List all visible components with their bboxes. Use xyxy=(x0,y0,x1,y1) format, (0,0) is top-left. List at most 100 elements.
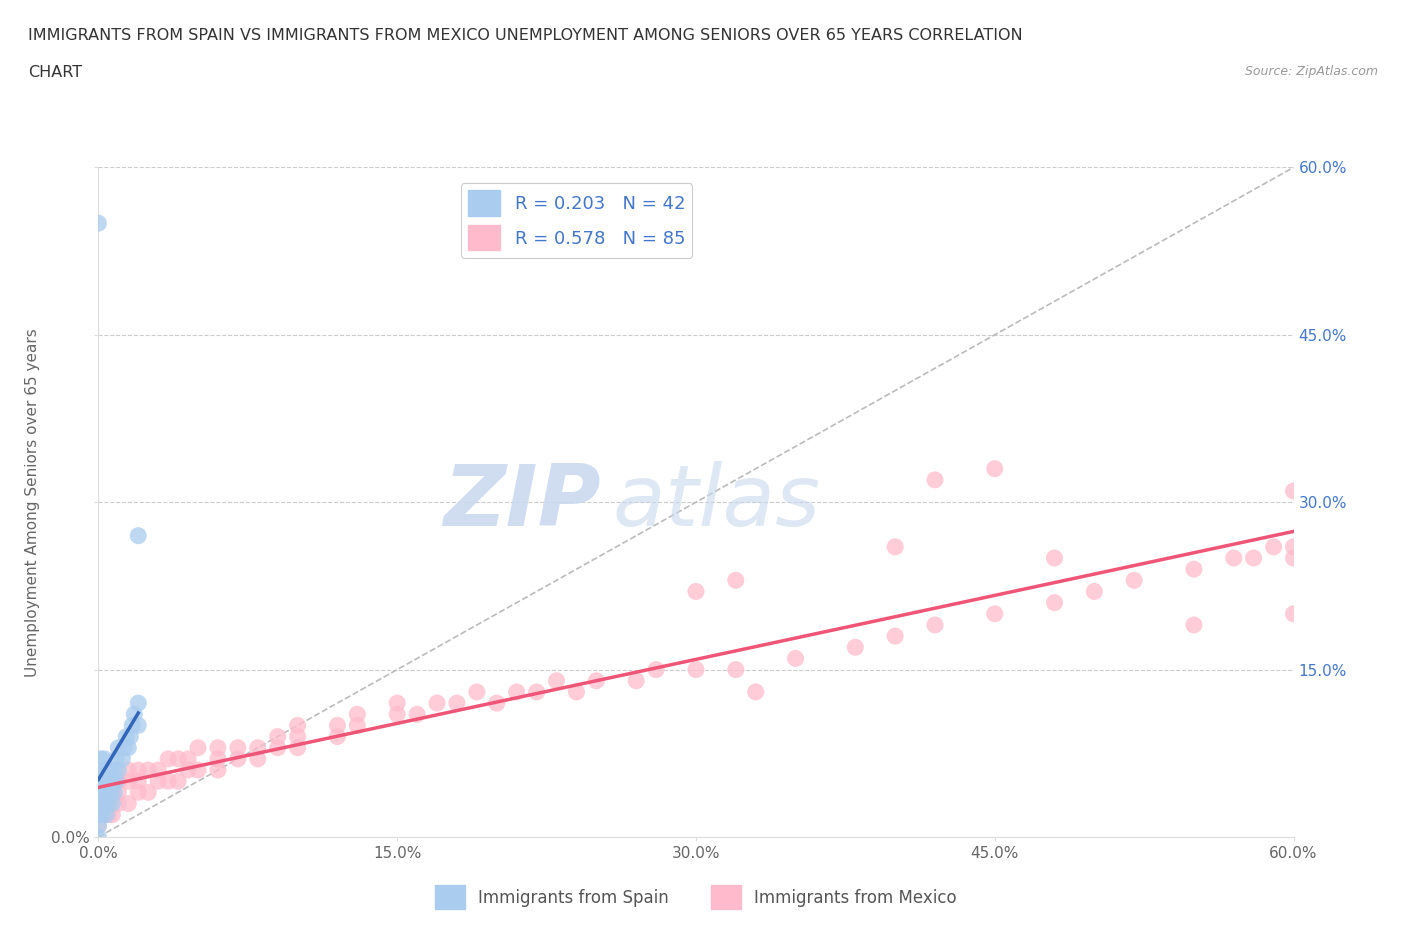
Point xyxy=(326,718,349,733)
Point xyxy=(148,774,170,789)
Point xyxy=(93,796,115,811)
Point xyxy=(127,718,149,733)
Point xyxy=(87,216,110,231)
Point xyxy=(177,751,200,766)
Point xyxy=(1182,562,1205,577)
Point xyxy=(136,785,159,800)
Point xyxy=(136,763,159,777)
Point xyxy=(120,729,142,744)
Point xyxy=(127,696,149,711)
Point xyxy=(107,763,129,777)
Point xyxy=(103,763,125,777)
Point xyxy=(465,684,488,699)
Point xyxy=(585,673,607,688)
Point xyxy=(97,796,120,811)
Point xyxy=(93,774,115,789)
Point xyxy=(745,684,768,699)
Point xyxy=(1222,551,1246,565)
Point xyxy=(626,673,648,688)
Point xyxy=(1282,551,1305,565)
Point xyxy=(97,807,120,822)
Point xyxy=(101,774,124,789)
Point xyxy=(187,740,209,755)
Point xyxy=(112,740,135,755)
Point xyxy=(107,796,129,811)
Point xyxy=(87,774,110,789)
Point xyxy=(177,763,200,777)
Point xyxy=(107,740,129,755)
Point xyxy=(121,718,143,733)
Point xyxy=(287,718,309,733)
Point xyxy=(1043,551,1066,565)
Point xyxy=(87,807,110,822)
Point xyxy=(385,707,409,722)
Point xyxy=(1123,573,1146,588)
Point xyxy=(685,662,707,677)
Point xyxy=(1282,484,1305,498)
Point xyxy=(167,774,190,789)
Point xyxy=(93,751,115,766)
Text: ZIP: ZIP xyxy=(443,460,600,544)
Point xyxy=(924,472,946,487)
Point xyxy=(785,651,807,666)
Point xyxy=(91,763,114,777)
Point xyxy=(127,785,149,800)
Point xyxy=(127,528,149,543)
Point xyxy=(91,785,114,800)
Point xyxy=(96,785,118,800)
Point xyxy=(87,818,110,833)
Point xyxy=(1263,539,1285,554)
Point xyxy=(127,763,149,777)
Point xyxy=(546,673,568,688)
Point xyxy=(87,818,110,833)
Point xyxy=(157,774,180,789)
Point xyxy=(127,774,149,789)
Point xyxy=(724,662,747,677)
Point xyxy=(267,740,290,755)
Point xyxy=(346,718,368,733)
Point xyxy=(107,774,129,789)
Point xyxy=(207,751,229,766)
Point xyxy=(101,807,124,822)
Point xyxy=(685,584,707,599)
Point xyxy=(226,751,249,766)
Point xyxy=(87,830,110,844)
Point xyxy=(565,684,588,699)
Point xyxy=(96,807,118,822)
Point xyxy=(346,707,368,722)
Point xyxy=(485,696,508,711)
Point xyxy=(645,662,668,677)
Point xyxy=(97,774,120,789)
Point xyxy=(105,774,128,789)
Point xyxy=(101,785,124,800)
Point xyxy=(115,729,138,744)
Point xyxy=(326,729,349,744)
Point xyxy=(87,807,110,822)
Point xyxy=(96,763,118,777)
Point xyxy=(87,796,110,811)
Point xyxy=(287,729,309,744)
Y-axis label: Unemployment Among Seniors over 65 years: Unemployment Among Seniors over 65 years xyxy=(24,328,39,677)
Point xyxy=(984,461,1007,476)
Point xyxy=(207,740,229,755)
Point xyxy=(526,684,548,699)
Point xyxy=(87,796,110,811)
Point xyxy=(89,751,111,766)
Point xyxy=(101,796,124,811)
Point xyxy=(984,606,1007,621)
Point xyxy=(111,751,134,766)
Point xyxy=(1083,584,1105,599)
Point xyxy=(724,573,747,588)
Point xyxy=(446,696,468,711)
Point xyxy=(506,684,529,699)
Text: atlas: atlas xyxy=(613,460,820,544)
Point xyxy=(117,796,139,811)
Point xyxy=(1282,539,1305,554)
Point xyxy=(207,763,229,777)
Point xyxy=(107,785,129,800)
Legend: Immigrants from Spain, Immigrants from Mexico: Immigrants from Spain, Immigrants from M… xyxy=(429,879,963,916)
Point xyxy=(1043,595,1066,610)
Point xyxy=(97,796,120,811)
Point xyxy=(100,763,122,777)
Point xyxy=(406,707,429,722)
